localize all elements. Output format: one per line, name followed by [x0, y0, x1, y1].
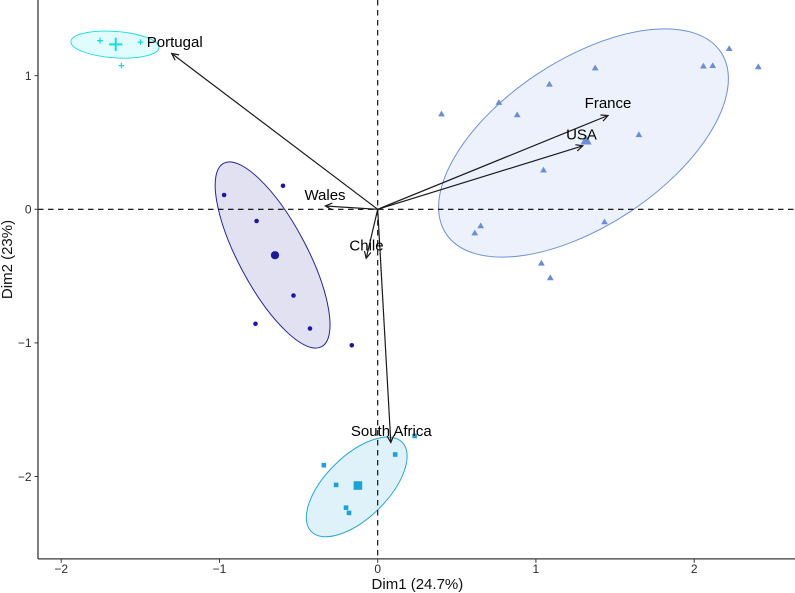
svg-text:USA: USA: [566, 126, 597, 143]
svg-text:1: 1: [25, 69, 32, 83]
svg-text:−1: −1: [213, 562, 227, 576]
svg-text:Chile: Chile: [349, 238, 383, 255]
svg-text:Dim1 (24.7%): Dim1 (24.7%): [372, 576, 464, 593]
svg-text:Dim2 (23%): Dim2 (23%): [0, 220, 16, 299]
svg-text:0: 0: [374, 562, 381, 576]
svg-text:2: 2: [691, 562, 698, 576]
svg-text:South Africa: South Africa: [351, 423, 433, 440]
svg-text:1: 1: [533, 562, 540, 576]
svg-text:France: France: [585, 95, 632, 112]
svg-text:−1: −1: [18, 336, 32, 350]
svg-text:0: 0: [25, 203, 32, 217]
svg-text:−2: −2: [18, 470, 32, 484]
svg-text:−2: −2: [54, 562, 68, 576]
svg-text:Wales: Wales: [304, 187, 345, 204]
svg-text:Portugal: Portugal: [147, 34, 203, 51]
